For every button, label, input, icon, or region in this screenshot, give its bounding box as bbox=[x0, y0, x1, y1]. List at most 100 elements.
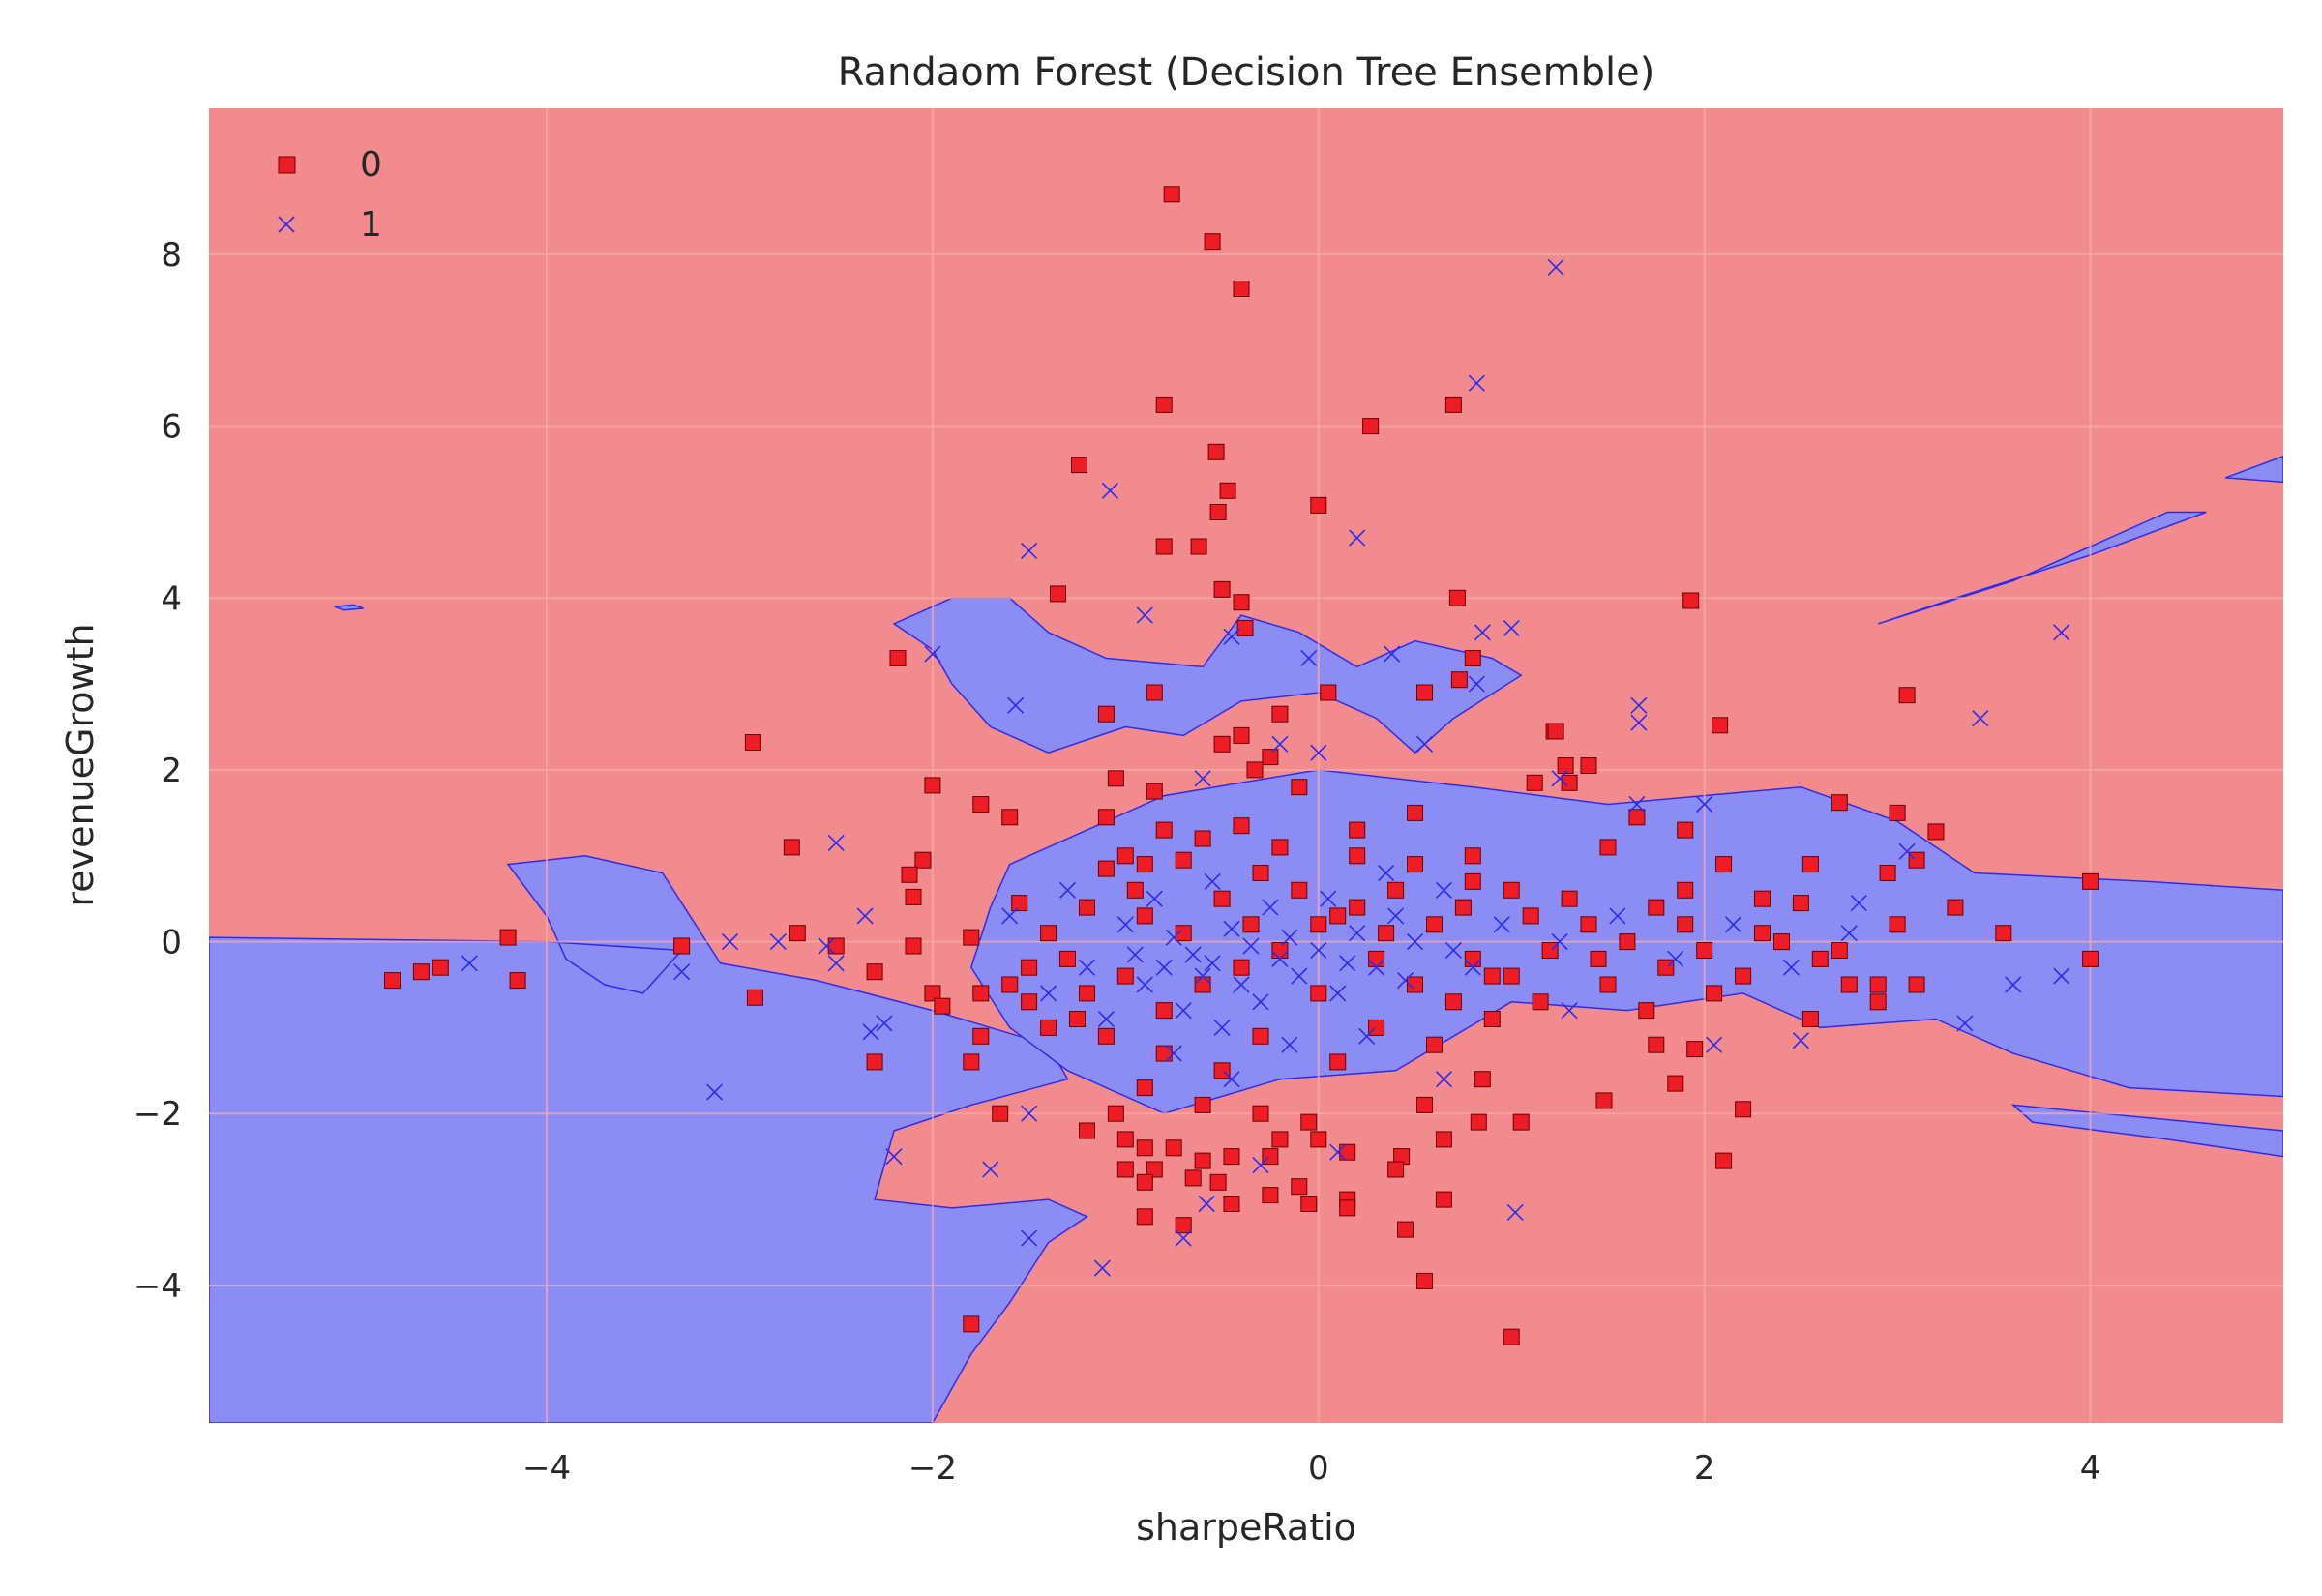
point-class-0 bbox=[1590, 950, 1607, 967]
point-class-0 bbox=[924, 777, 941, 794]
plot-area bbox=[209, 108, 2283, 1423]
point-class-0 bbox=[1219, 482, 1236, 499]
point-class-0 bbox=[1840, 976, 1858, 993]
point-class-0 bbox=[1503, 881, 1520, 899]
point-class-0 bbox=[1207, 443, 1225, 460]
class-1-region-6 bbox=[334, 604, 364, 611]
point-class-0 bbox=[1995, 925, 2012, 942]
point-class-1 bbox=[862, 1023, 879, 1041]
point-class-0 bbox=[1561, 890, 1578, 907]
point-class-0 bbox=[1667, 1075, 1684, 1092]
x-tick-label: 0 bbox=[1308, 1449, 1329, 1488]
y-tick-label: 2 bbox=[161, 752, 182, 790]
point-class-0 bbox=[1246, 761, 1264, 779]
point-class-0 bbox=[1136, 907, 1153, 925]
point-class-0 bbox=[1947, 899, 1964, 916]
point-class-1 bbox=[1198, 1195, 1215, 1213]
point-class-0 bbox=[1271, 705, 1289, 723]
point-class-1 bbox=[1281, 1036, 1298, 1053]
legend-item-1: 1 bbox=[278, 205, 382, 245]
point-class-0 bbox=[1136, 1173, 1153, 1191]
point-class-1 bbox=[1609, 907, 1626, 925]
point-class-0 bbox=[1599, 839, 1617, 856]
point-class-1 bbox=[769, 933, 787, 951]
point-class-1 bbox=[1630, 696, 1648, 714]
point-class-0 bbox=[1126, 881, 1144, 899]
point-class-0 bbox=[1464, 872, 1481, 890]
point-class-0 bbox=[744, 734, 761, 751]
point-class-0 bbox=[1079, 985, 1095, 1002]
point-class-0 bbox=[1801, 1011, 1819, 1027]
point-class-0 bbox=[1908, 851, 1925, 869]
point-class-0 bbox=[1136, 1208, 1153, 1226]
point-class-1 bbox=[827, 834, 845, 852]
point-class-0 bbox=[1712, 717, 1729, 734]
point-class-1 bbox=[1349, 925, 1366, 942]
point-class-1 bbox=[1165, 929, 1182, 946]
point-class-0 bbox=[1464, 847, 1481, 865]
point-class-0 bbox=[1831, 942, 1848, 959]
point-class-0 bbox=[1223, 1148, 1240, 1166]
point-class-1 bbox=[818, 937, 835, 955]
point-class-0 bbox=[1050, 585, 1066, 603]
point-class-1 bbox=[1194, 770, 1211, 787]
point-class-0 bbox=[1503, 1328, 1520, 1345]
point-class-0 bbox=[1040, 925, 1057, 942]
point-class-1 bbox=[1001, 907, 1019, 925]
point-class-1 bbox=[1310, 941, 1327, 960]
legend: 0 1 bbox=[278, 145, 382, 245]
point-class-1 bbox=[856, 907, 874, 925]
point-class-1 bbox=[1175, 1002, 1192, 1020]
point-class-0 bbox=[1252, 1027, 1269, 1045]
point-class-0 bbox=[1310, 916, 1327, 933]
grid-lines bbox=[209, 108, 2283, 1423]
point-class-0 bbox=[963, 929, 980, 946]
point-class-0 bbox=[1252, 865, 1269, 881]
x-tick-label: −4 bbox=[522, 1449, 571, 1488]
point-class-0 bbox=[1416, 1272, 1433, 1289]
point-class-1 bbox=[1850, 895, 1867, 912]
point-class-1 bbox=[1194, 967, 1211, 985]
point-class-0 bbox=[1213, 890, 1231, 907]
point-class-0 bbox=[1242, 916, 1260, 933]
point-class-0 bbox=[1155, 1002, 1173, 1020]
point-class-0 bbox=[1450, 671, 1468, 689]
point-class-0 bbox=[1580, 916, 1597, 933]
point-class-0 bbox=[1416, 1096, 1433, 1113]
point-class-0 bbox=[1320, 684, 1337, 701]
point-class-1 bbox=[1435, 1071, 1452, 1088]
point-class-0 bbox=[1735, 1101, 1752, 1118]
point-class-0 bbox=[1648, 1036, 1665, 1053]
point-class-0 bbox=[1682, 592, 1700, 609]
point-class-1 bbox=[1329, 985, 1347, 1002]
point-class-0 bbox=[1194, 976, 1211, 993]
point-class-0 bbox=[1677, 916, 1694, 933]
point-class-1 bbox=[876, 1015, 893, 1032]
point-class-1 bbox=[885, 1148, 903, 1166]
point-class-0 bbox=[1557, 757, 1574, 774]
point-class-0 bbox=[1233, 817, 1250, 835]
point-class-0 bbox=[914, 851, 932, 869]
point-class-0 bbox=[1097, 705, 1115, 723]
point-class-1 bbox=[924, 645, 941, 663]
y-tick-label: 6 bbox=[161, 408, 182, 447]
point-class-0 bbox=[1426, 1036, 1443, 1053]
point-class-0 bbox=[1715, 856, 1733, 873]
point-class-0 bbox=[1291, 1178, 1308, 1196]
point-class-0 bbox=[1300, 1113, 1318, 1131]
point-class-0 bbox=[1464, 950, 1481, 967]
point-class-0 bbox=[1435, 1191, 1452, 1208]
point-class-1 bbox=[1506, 1203, 1524, 1221]
point-class-1 bbox=[1474, 624, 1491, 641]
point-class-0 bbox=[1011, 895, 1028, 912]
point-class-0 bbox=[1209, 504, 1227, 520]
point-class-0 bbox=[1136, 1139, 1153, 1157]
point-class-0 bbox=[889, 650, 907, 666]
point-class-0 bbox=[1638, 1002, 1655, 1020]
point-class-0 bbox=[1715, 1152, 1733, 1169]
point-class-1 bbox=[2005, 976, 2022, 993]
point-class-0 bbox=[972, 796, 990, 813]
y-tick-label: 8 bbox=[161, 236, 182, 275]
point-class-0 bbox=[789, 925, 806, 942]
legend-x-marker bbox=[278, 216, 295, 233]
